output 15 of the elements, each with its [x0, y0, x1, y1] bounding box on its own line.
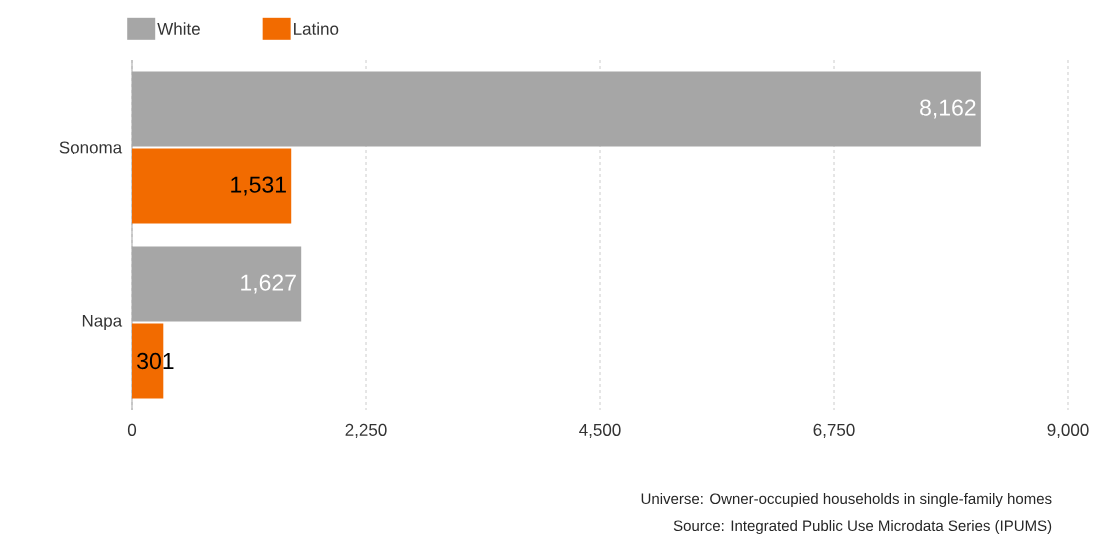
x-tick-label: 0: [127, 423, 137, 436]
y-tick-label: Sonoma: [59, 141, 123, 154]
legend-label: White: [157, 22, 200, 35]
data-label: 1,531: [231, 176, 286, 196]
y-tick-label: Napa: [82, 314, 123, 331]
x-tick-label: 2,250: [345, 423, 387, 438]
data-label: 1,627: [241, 274, 296, 294]
x-tick-label: 4,500: [579, 423, 621, 438]
source-note: Source: Integrated Public Use Microdata Series (IPUMS): [673, 520, 1052, 534]
x-tick-label: 9,000: [1047, 423, 1089, 438]
bar: [132, 148, 292, 224]
data-label: 8,162: [920, 99, 976, 119]
legend-label: Latino: [294, 22, 339, 35]
text: Universe: Owner-occupied households in single-family homes: [641, 493, 1052, 507]
x-tick-label: 6,750: [813, 423, 855, 438]
